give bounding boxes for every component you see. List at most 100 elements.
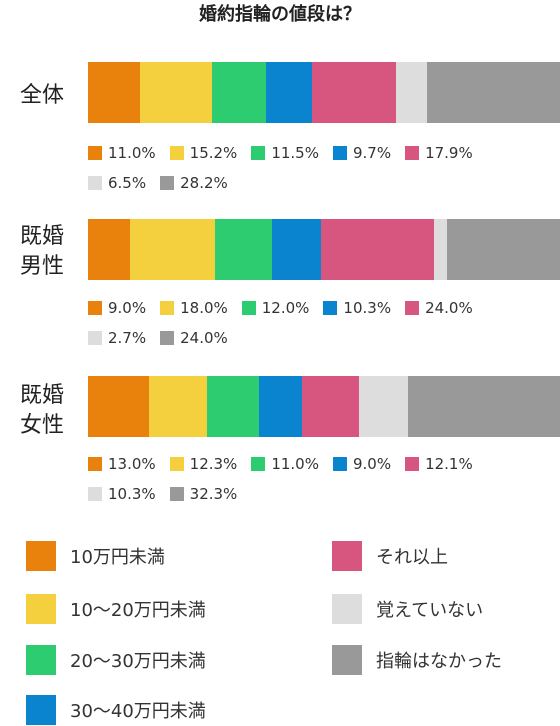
value-text: 24.0% — [180, 329, 228, 347]
group-label: 全体 — [20, 83, 65, 108]
color-swatch — [88, 146, 102, 160]
bar-segment — [211, 62, 266, 123]
value-label: 11.0% — [251, 449, 319, 479]
group-label: 既婚 男性 — [20, 224, 65, 279]
bar-segment — [272, 219, 321, 280]
value-label: 10.3% — [88, 479, 156, 509]
value-text: 12.1% — [425, 455, 473, 473]
value-label: 12.0% — [241, 293, 309, 323]
color-swatch — [88, 457, 102, 471]
value-label: 9.7% — [332, 138, 391, 168]
color-swatch — [169, 457, 184, 471]
chart-title: 婚約指輪の値段は？ — [199, 4, 361, 25]
value-text: 13.0% — [108, 455, 156, 473]
legend-item: 30〜40万円未満 — [26, 694, 206, 726]
bar-segment — [301, 376, 359, 437]
group-label: 既婚 女性 — [20, 383, 65, 438]
legend-label: 10万円未満 — [70, 547, 165, 568]
legend-item: 覚えていない — [332, 593, 483, 625]
value-label: 11.5% — [251, 138, 319, 168]
value-label-list: 11.0% 15.2% 11.5% 9.7% 17.9% 6.5% 28.2% — [88, 138, 528, 198]
legend-label: 10〜20万円未満 — [70, 600, 206, 621]
stacked-bar — [88, 62, 560, 123]
bar-segment — [88, 219, 131, 280]
color-swatch — [323, 301, 338, 315]
color-swatch — [405, 301, 420, 315]
bar-segment — [130, 219, 216, 280]
color-swatch — [332, 457, 347, 471]
legend-swatch — [332, 645, 362, 675]
value-label: 2.7% — [88, 323, 146, 353]
legend-label: 30〜40万円未満 — [70, 701, 206, 722]
value-text: 15.2% — [189, 144, 238, 162]
color-swatch — [160, 301, 175, 315]
legend-label: 20〜30万円未満 — [70, 651, 206, 672]
value-label: 28.2% — [160, 168, 228, 198]
value-text: 9.0% — [352, 455, 392, 473]
value-label: 18.0% — [160, 293, 228, 323]
legend-label: 指輪はなかった — [376, 651, 502, 672]
legend-item: 指輪はなかった — [332, 644, 502, 676]
color-swatch — [160, 176, 175, 190]
value-label: 15.2% — [169, 138, 238, 168]
bar-segment — [396, 62, 427, 123]
value-label: 17.9% — [405, 138, 473, 168]
value-label: 9.0% — [88, 293, 146, 323]
bar-segment — [433, 219, 447, 280]
legend-swatch — [332, 541, 362, 571]
value-label-list: 13.0% 12.3% 11.0% 9.0% 12.1% 10.3% 32.3% — [88, 449, 528, 509]
color-swatch — [251, 146, 266, 160]
value-text: 17.9% — [425, 144, 473, 162]
bar-segment — [207, 376, 260, 437]
value-label: 6.5% — [88, 168, 146, 198]
color-swatch — [88, 331, 102, 345]
value-label: 32.3% — [169, 479, 237, 509]
legend-item: 20〜30万円未満 — [26, 644, 206, 676]
value-text: 10.3% — [343, 299, 392, 317]
bar-segment — [215, 219, 273, 280]
legend-item: 10万円未満 — [26, 540, 165, 572]
value-label: 9.0% — [332, 449, 392, 479]
value-text: 10.3% — [108, 485, 156, 503]
value-label: 24.0% — [160, 323, 228, 353]
color-swatch — [405, 457, 420, 471]
legend-label: 覚えていない — [376, 600, 484, 621]
bar-segment — [259, 376, 302, 437]
value-label: 12.1% — [405, 449, 473, 479]
value-text: 9.0% — [108, 299, 147, 317]
stacked-bar — [88, 219, 560, 280]
color-swatch — [88, 176, 102, 190]
bar-segment — [446, 219, 560, 280]
color-swatch — [160, 331, 175, 345]
chart-legend: 10万円未満 10〜20万円未満 20〜30万円未満 30〜40万円未満 それ以上 覚えて… — [26, 536, 560, 725]
value-text: 11.5% — [271, 144, 319, 162]
bar-segment — [149, 376, 208, 437]
value-label: 10.3% — [323, 293, 391, 323]
color-swatch — [169, 487, 184, 501]
value-text: 12.3% — [189, 455, 238, 473]
value-text: 2.7% — [108, 329, 147, 347]
value-text: 6.5% — [108, 174, 147, 192]
legend-swatch — [332, 594, 362, 624]
value-text: 11.0% — [271, 455, 319, 473]
legend-swatch — [26, 695, 56, 725]
bar-segment — [426, 62, 560, 123]
bar-segment — [311, 62, 397, 123]
value-label: 11.0% — [88, 138, 156, 168]
color-swatch — [332, 146, 347, 160]
bar-segment — [139, 62, 212, 123]
bar-segment — [265, 62, 312, 123]
bar-segment — [88, 62, 140, 123]
bar-segment — [358, 376, 408, 437]
color-swatch — [169, 146, 184, 160]
legend-swatch — [26, 645, 56, 675]
legend-item: 10〜20万円未満 — [26, 593, 206, 625]
value-label: 13.0% — [88, 449, 156, 479]
color-swatch — [88, 487, 102, 501]
bar-segment — [320, 219, 434, 280]
value-text: 24.0% — [425, 299, 473, 317]
legend-swatch — [26, 594, 56, 624]
color-swatch — [405, 146, 420, 160]
stacked-bar — [88, 376, 560, 437]
value-label-list: 9.0% 18.0% 12.0% 10.3% 24.0% 2.7% 24.0% — [88, 293, 528, 353]
